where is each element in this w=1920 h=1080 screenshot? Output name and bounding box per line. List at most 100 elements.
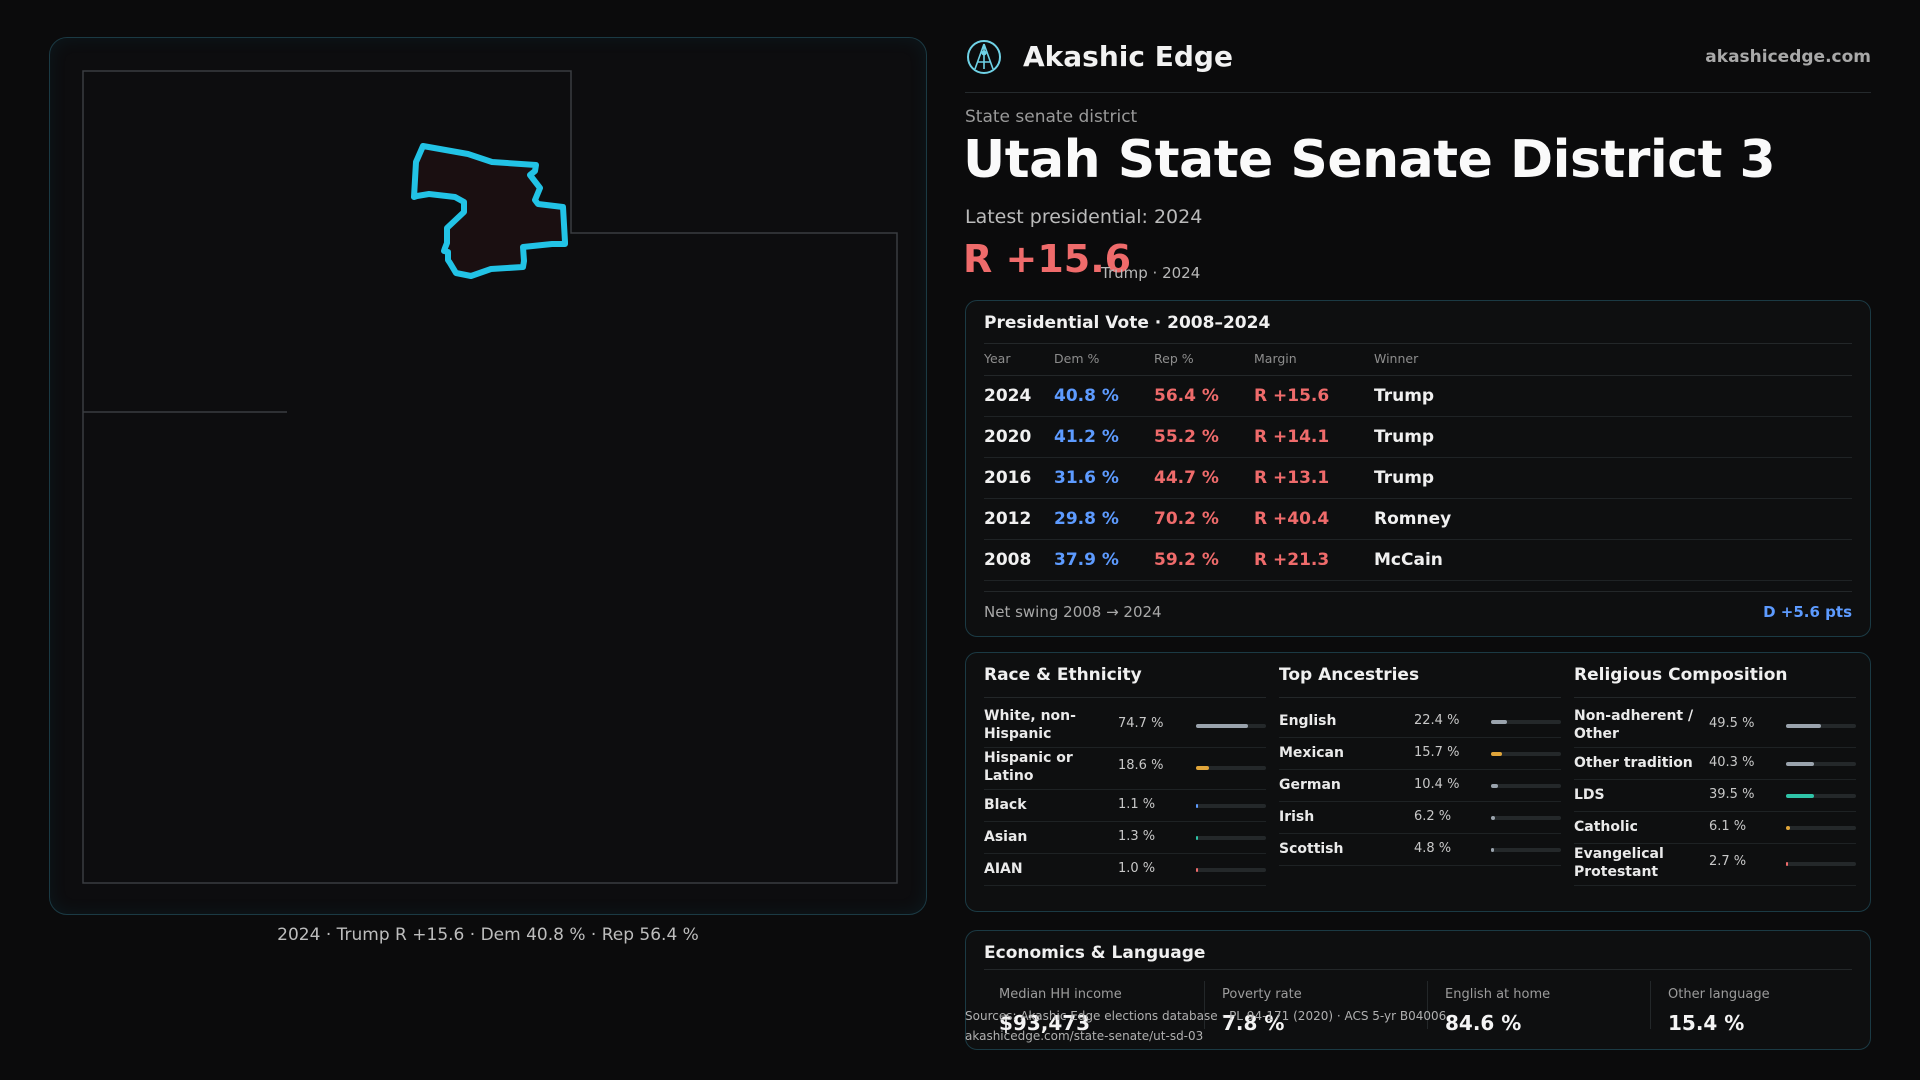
ancestry-item[interactable]: English 22.4 %	[1279, 705, 1561, 738]
brand-url-link[interactable]: akashicedge.com	[1705, 47, 1871, 67]
stat-label: English at home	[1445, 987, 1551, 1002]
race-item[interactable]: Asian 1.3 %	[984, 821, 1266, 854]
religion-item[interactable]: Non-adherent / Other 49.5 %	[1574, 705, 1856, 748]
race-item[interactable]: AIAN 1.0 %	[984, 853, 1266, 886]
religion-section: Religious Composition Non-adherent / Oth…	[1574, 653, 1856, 911]
district-type: State senate district	[965, 107, 1138, 127]
race-item-percent: 1.3 %	[1118, 829, 1156, 844]
race-item-bar-fill	[1196, 868, 1198, 872]
ancestry-item-bar-fill	[1491, 752, 1502, 756]
ancestry-item[interactable]: Irish 6.2 %	[1279, 801, 1561, 834]
ancestry-item[interactable]: Scottish 4.8 %	[1279, 833, 1561, 866]
table-row[interactable]: 2012 29.8 % 70.2 % R +40.4 Romney	[966, 499, 1870, 540]
row-winner: Trump	[1374, 468, 1435, 488]
stat-value: 7.8 %	[1222, 1011, 1285, 1035]
religion-item-label: LDS	[1574, 787, 1605, 803]
divider	[1650, 981, 1651, 1029]
row-dem: 37.9 %	[1054, 550, 1119, 570]
ancestry-item-bar	[1491, 848, 1561, 852]
ancestry-item-label: English	[1279, 713, 1337, 729]
religion-item-bar	[1786, 826, 1856, 830]
row-divider	[984, 885, 1266, 886]
akashic-edge-logo-icon[interactable]	[965, 38, 1003, 76]
source-link[interactable]: akashicedge.com/state-senate/ut-sd-03	[965, 1029, 1204, 1043]
ancestry-item[interactable]: Mexican 15.7 %	[1279, 737, 1561, 770]
ancestries-section: Top Ancestries English 22.4 % Mexican 15.7 …	[1279, 653, 1561, 911]
row-divider	[1279, 801, 1561, 802]
religion-item-bar	[1786, 724, 1856, 728]
religion-item-bar	[1786, 762, 1856, 766]
race-item-bar	[1196, 724, 1266, 728]
ancestry-item-percent: 15.7 %	[1414, 745, 1460, 760]
religion-item-bar-fill	[1786, 762, 1815, 766]
religion-item[interactable]: LDS 39.5 %	[1574, 779, 1856, 812]
race-item[interactable]: White, non-Hispanic 74.7 %	[984, 705, 1266, 748]
stat-label: Poverty rate	[1222, 987, 1302, 1002]
ancestry-item-percent: 6.2 %	[1414, 809, 1452, 824]
ancestry-item-bar-fill	[1491, 816, 1496, 820]
row-year: 2008	[984, 550, 1032, 570]
stat-label: Other language	[1668, 987, 1770, 1002]
brand-name[interactable]: Akashic Edge	[1023, 40, 1233, 73]
table-row[interactable]: 2016 31.6 % 44.7 % R +13.1 Trump	[966, 458, 1870, 499]
race-ethnicity-section: Race & Ethnicity White, non-Hispanic 74.7…	[984, 653, 1266, 911]
stat-median-income: Median HH income $93,473	[999, 931, 1199, 1049]
stat-value: $93,473	[999, 1011, 1091, 1035]
race-item-label: Black	[984, 797, 1027, 813]
headline-margin: R +15.6	[963, 237, 1132, 281]
race-item[interactable]: Hispanic or Latino 18.6 %	[984, 747, 1266, 790]
row-rep: 56.4 %	[1154, 386, 1219, 406]
row-year: 2016	[984, 468, 1032, 488]
district-map[interactable]	[50, 38, 928, 916]
row-divider	[984, 821, 1266, 822]
religion-item-label: Catholic	[1574, 819, 1638, 835]
map-caption: 2024 · Trump R +15.6 · Dem 40.8 % · Rep …	[277, 925, 699, 945]
divider	[1574, 697, 1856, 698]
ancestry-item-bar	[1491, 752, 1561, 756]
col-rep: Rep %	[1154, 351, 1194, 366]
stat-value: 15.4 %	[1668, 1011, 1745, 1035]
row-divider	[1279, 865, 1561, 866]
presidential-vote-title: Presidential Vote · 2008–2024	[984, 313, 1271, 333]
race-item-percent: 1.0 %	[1118, 861, 1156, 876]
divider	[984, 969, 1852, 970]
religion-item-bar-fill	[1786, 862, 1788, 866]
latest-presidential-label: Latest presidential: 2024	[965, 206, 1203, 228]
divider	[984, 343, 1852, 344]
stat-label: Median HH income	[999, 987, 1122, 1002]
ancestry-item[interactable]: German 10.4 %	[1279, 769, 1561, 802]
row-year: 2020	[984, 427, 1032, 447]
race-item-percent: 1.1 %	[1118, 797, 1156, 812]
religion-item-label: Evangelical Protestant	[1574, 846, 1664, 880]
religion-item[interactable]: Other tradition 40.3 %	[1574, 747, 1856, 780]
row-divider	[1574, 779, 1856, 780]
race-item-label: AIAN	[984, 861, 1023, 877]
col-year: Year	[984, 351, 1011, 366]
row-rep: 55.2 %	[1154, 427, 1219, 447]
ancestry-item-bar	[1491, 816, 1561, 820]
economics-card: Economics & Language Median HH income $9…	[965, 930, 1871, 1050]
map-panel[interactable]	[49, 37, 927, 915]
row-margin: R +21.3	[1254, 550, 1330, 570]
table-row[interactable]: 2024 40.8 % 56.4 % R +15.6 Trump	[966, 376, 1870, 417]
district-outline[interactable]	[411, 143, 568, 279]
race-item-bar	[1196, 868, 1266, 872]
table-row[interactable]: 2008 37.9 % 59.2 % R +21.3 McCain	[966, 540, 1870, 581]
ancestry-item-percent: 10.4 %	[1414, 777, 1460, 792]
divider	[1279, 697, 1561, 698]
net-swing-label: Net swing 2008 → 2024	[984, 603, 1162, 621]
religion-item-bar-fill	[1786, 724, 1821, 728]
row-winner: Trump	[1374, 386, 1435, 406]
religion-item-bar-fill	[1786, 826, 1791, 830]
ancestries-title: Top Ancestries	[1279, 665, 1420, 685]
religion-item[interactable]: Evangelical Protestant 2.7 %	[1574, 843, 1856, 886]
row-divider	[1574, 747, 1856, 748]
religion-item[interactable]: Catholic 6.1 %	[1574, 811, 1856, 844]
religion-item-percent: 40.3 %	[1709, 755, 1755, 770]
race-item-bar-fill	[1196, 724, 1249, 728]
race-item[interactable]: Black 1.1 %	[984, 789, 1266, 822]
race-item-percent: 74.7 %	[1118, 716, 1164, 731]
row-divider	[1574, 843, 1856, 844]
table-row[interactable]: 2020 41.2 % 55.2 % R +14.1 Trump	[966, 417, 1870, 458]
race-item-bar	[1196, 804, 1266, 808]
